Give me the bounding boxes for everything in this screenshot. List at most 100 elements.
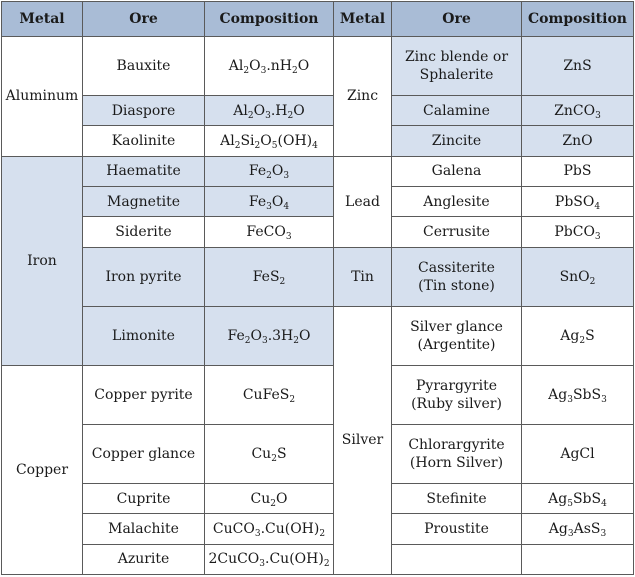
- empty-cell: [391, 543, 522, 576]
- formula-subscript: 2: [234, 141, 241, 152]
- formula-subscript: 2: [243, 66, 250, 77]
- formula-subscript: 2: [287, 110, 294, 121]
- formula-part: O: [275, 490, 288, 507]
- table-row: Azurite 2CuCO3.Cu(OH)2: [2, 543, 634, 576]
- formula-part: O: [253, 102, 266, 119]
- table-row: Iron Haematite Fe2O3 Lead Galena PbS: [1, 155, 634, 366]
- ore-cell: Cuprite: [82, 482, 205, 515]
- formula-subscript: 2: [247, 110, 254, 121]
- composition-cell: Ag2S: [521, 305, 634, 366]
- ore-cell: Limonite: [82, 305, 205, 366]
- formula-part: AsS: [573, 520, 601, 537]
- ore-name-line: (Tin stone): [418, 277, 495, 294]
- formula-part: .Cu(OH): [260, 520, 320, 537]
- formula-subscript: 3: [600, 528, 607, 539]
- ore-cell: Cerrusite: [391, 216, 522, 248]
- formula-part: O: [293, 102, 305, 119]
- header-composition: Composition: [521, 1, 634, 37]
- composition-cell: ZnS: [521, 35, 634, 97]
- formula-part: O: [271, 193, 284, 210]
- ore-name-line: Calamine: [423, 102, 490, 119]
- formula-part: .nH: [266, 58, 292, 75]
- formula-part: Ag: [560, 327, 580, 344]
- formula-part: Ag: [548, 386, 568, 403]
- table-row: Limonite Fe2O3.3H2O Silver Silver glance…: [2, 305, 634, 576]
- formula-subscript: 3: [259, 559, 266, 570]
- formula-part: Al: [233, 102, 248, 119]
- composition-cell: Al2O3.H2O: [204, 95, 334, 127]
- composition-cell: PbSO4: [521, 186, 634, 218]
- ore-cell: Proustite: [391, 513, 522, 545]
- formula-part: O: [250, 327, 262, 344]
- formula-part: Al: [228, 58, 244, 75]
- formula-part: ZnO: [562, 133, 593, 150]
- formula-part: Al: [220, 133, 235, 150]
- ore-cell: Copper pyrite: [82, 364, 205, 425]
- ore-name-line: Silver glance: [410, 318, 503, 335]
- table-row: Kaolinite Al2Si2O5(OH)4 Zincite ZnO: [2, 125, 634, 157]
- composition-cell: CuFeS2: [204, 364, 334, 425]
- formula-subscript: 2: [254, 141, 261, 152]
- formula-subscript: 2: [271, 453, 277, 464]
- formula-subscript: 3: [283, 171, 290, 182]
- ore-cell: Malachite: [82, 513, 205, 545]
- ore-name-line: (Argentite): [417, 336, 496, 353]
- formula-part: PbSO: [554, 193, 595, 210]
- formula-part: ZnCO: [554, 102, 596, 119]
- formula-part: 2CuCO: [208, 551, 260, 568]
- composition-cell: Al2Si2O5(OH)4: [204, 125, 334, 157]
- composition-cell: PbS: [521, 155, 634, 188]
- formula-part: PbS: [563, 163, 592, 180]
- header-row: Metal Ore Composition Metal Ore Composit…: [1, 1, 634, 37]
- ore-cell: Haematite: [82, 155, 205, 188]
- ore-cell: Silver glance (Argentite): [391, 305, 522, 366]
- composition-cell: Al2O3.nH2O: [204, 35, 334, 97]
- metal-cell: Aluminum: [1, 36, 83, 157]
- formula-subscript: 3: [285, 232, 292, 243]
- formula-subscript: 2: [279, 276, 286, 287]
- formula-part: ZnS: [563, 58, 592, 75]
- ore-cell: Chlorargyrite (Horn Silver): [391, 423, 522, 484]
- composition-cell: Ag3SbS3: [521, 364, 634, 425]
- ore-cell: Pyrargyrite (Ruby silver): [391, 364, 522, 425]
- metal-cell: Silver: [333, 305, 392, 576]
- formula-part: O: [299, 327, 311, 344]
- ore-cell: Copper glance: [82, 423, 205, 484]
- formula-part: Si: [240, 133, 255, 150]
- ore-name-line: Stefinite: [426, 490, 487, 507]
- ore-cell: Cassiterite (Tin stone): [391, 246, 522, 307]
- ore-name-line: Chlorargyrite: [408, 436, 505, 453]
- formula-part: CuFeS: [242, 386, 290, 403]
- metal-cell: Zinc: [333, 36, 392, 157]
- table-row: Cuprite Cu2O Stefinite Ag5SbS4: [2, 482, 634, 515]
- formula-part: SbS: [572, 490, 602, 507]
- ore-cell: Kaolinite: [82, 125, 205, 157]
- composition-cell: Cu2S: [204, 423, 334, 484]
- formula-part: .Cu(OH): [265, 551, 324, 568]
- composition-cell: AgCl: [521, 423, 634, 484]
- ore-name-line: (Ruby silver): [411, 395, 502, 412]
- ore-cell: Bauxite: [82, 35, 205, 97]
- ore-name-line: Galena: [431, 163, 482, 180]
- composition-cell: Fe2O3.3H2O: [204, 305, 334, 366]
- formula-part: Fe: [227, 327, 245, 344]
- formula-part: PbCO: [554, 224, 595, 241]
- formula-part: Cu: [250, 490, 271, 507]
- metal-cell: Tin: [333, 246, 392, 307]
- ore-cell: Zinc blende or Sphalerite: [391, 35, 522, 97]
- formula-subscript: 3: [266, 201, 272, 212]
- ore-cell: Galena: [391, 155, 522, 188]
- formula-subscript: 4: [594, 201, 601, 212]
- composition-cell: ZnO: [521, 125, 634, 157]
- ore-cell: Magnetite: [82, 186, 205, 218]
- formula-part: Fe: [248, 163, 267, 180]
- formula-subscript: 2: [579, 335, 586, 346]
- table-row: Copper Copper pyrite CuFeS2 Pyrargyrite(…: [1, 364, 634, 576]
- metal-cell: Iron: [1, 155, 83, 366]
- formula-part: O: [249, 58, 261, 75]
- header-composition: Composition: [204, 1, 334, 37]
- composition-cell: FeCO3: [204, 216, 334, 248]
- ore-name-line: Anglesite: [423, 193, 490, 210]
- composition-cell: 2CuCO3.Cu(OH)2: [204, 543, 334, 576]
- formula-subscript: 2: [270, 498, 276, 509]
